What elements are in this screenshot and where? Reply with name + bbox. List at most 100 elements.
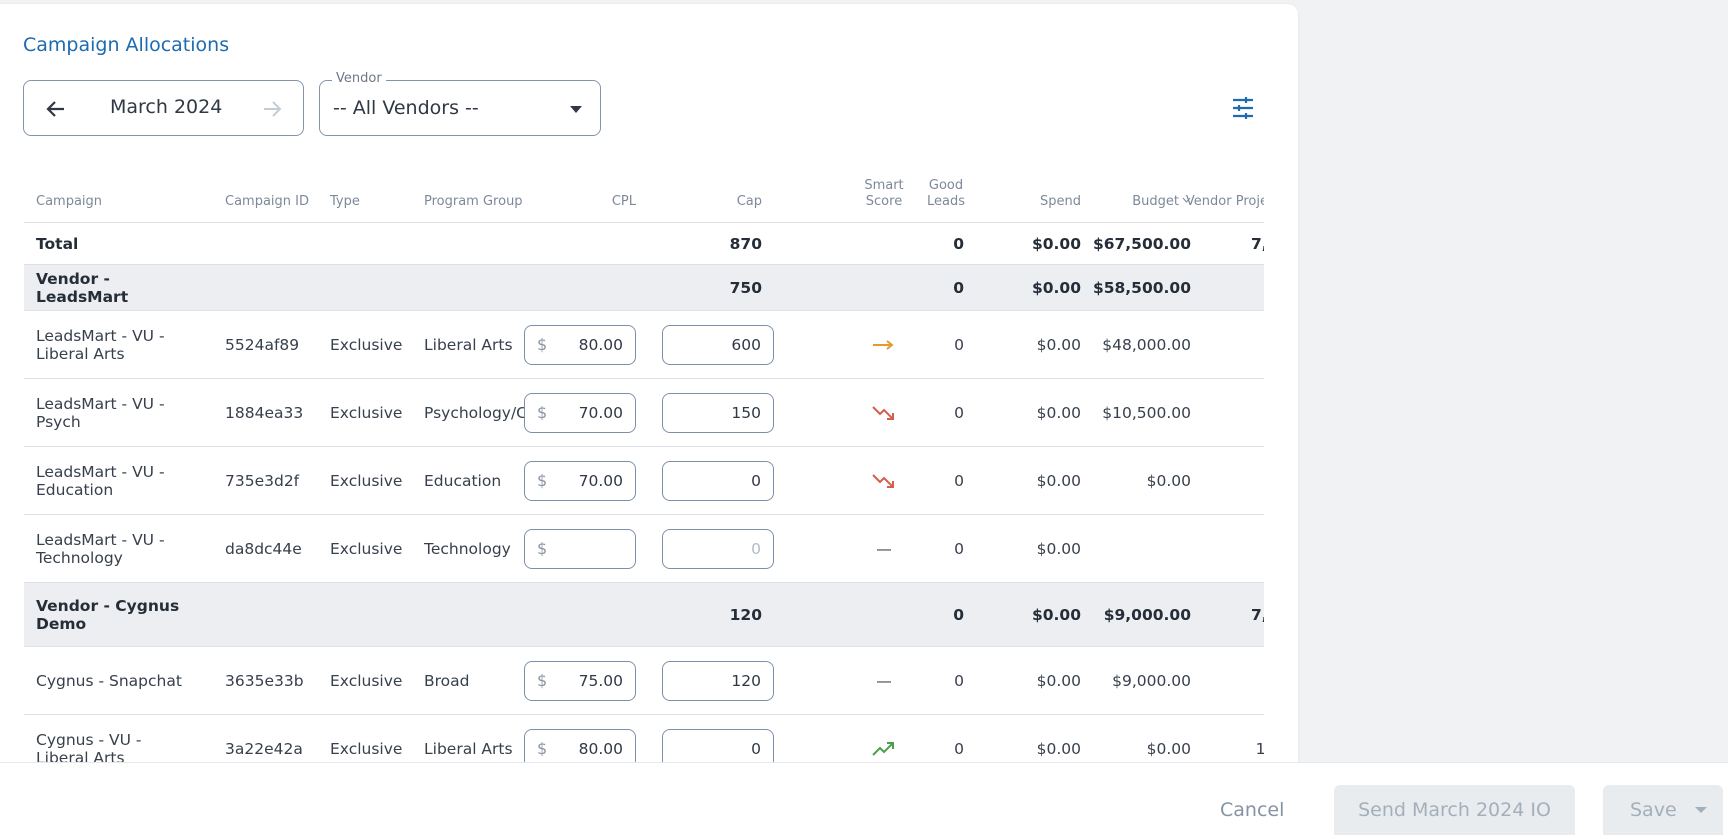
currency: $	[537, 739, 548, 758]
good-leads: 0	[954, 671, 964, 690]
campaign-id: da8dc44e	[225, 539, 302, 558]
cap-input[interactable]: 150	[662, 393, 774, 433]
campaign-type: Exclusive	[330, 739, 403, 758]
card	[0, 4, 1298, 834]
cpl-input[interactable]: $	[524, 529, 636, 569]
cpl-value: 75.00	[578, 672, 623, 690]
cap-input[interactable]: 0	[662, 729, 774, 762]
campaign-id: 1884ea33	[225, 403, 304, 422]
campaign-id: 5524af89	[225, 335, 300, 354]
column-header: Vendor Projection	[1185, 194, 1264, 209]
spend: $0.00	[1036, 539, 1081, 558]
cancel-button[interactable]: Cancel	[1220, 799, 1285, 821]
cell: $0.00	[1031, 234, 1081, 253]
campaign-type: Exclusive	[330, 403, 403, 422]
campaign-name: Cygnus - Snapchat	[36, 671, 182, 690]
filter-icon[interactable]	[1231, 96, 1255, 120]
month-picker: March 2024	[23, 80, 304, 136]
campaign-id: 3635e33b	[225, 671, 304, 690]
cell: 870	[729, 234, 762, 253]
cell: 0	[953, 234, 964, 253]
sort-caret	[1182, 192, 1191, 208]
column-header: Budget	[1132, 194, 1179, 209]
currency: $	[537, 671, 548, 690]
cell: 0	[953, 605, 964, 624]
campaign-name: LeadsMart - VU - Psych	[36, 394, 165, 431]
smart-score: —	[876, 671, 892, 690]
cell: 7,700	[1250, 234, 1264, 253]
currency: $	[537, 471, 548, 490]
smart-trend-icon	[854, 338, 914, 352]
campaign-name: Cygnus - VU - Liberal Arts	[36, 730, 142, 763]
currency: $	[537, 335, 548, 354]
budget: $10,500.00	[1102, 403, 1191, 422]
cpl-input[interactable]: $80.00	[524, 325, 636, 365]
spend: $0.00	[1036, 471, 1081, 490]
vendor-name: Vendor - LeadsMart	[36, 269, 129, 306]
dropdown-caret	[570, 106, 582, 113]
campaign-name: LeadsMart - VU - Liberal Arts	[36, 326, 165, 363]
cap-input[interactable]: 600	[662, 325, 774, 365]
cell: $9,000.00	[1103, 605, 1191, 624]
cpl-input[interactable]: $70.00	[524, 393, 636, 433]
program-group: Liberal Arts	[424, 335, 513, 354]
column-header: Smart Score	[864, 178, 904, 209]
save-caret	[1695, 807, 1707, 813]
cpl-input[interactable]: $75.00	[524, 661, 636, 701]
smart-trend-icon	[854, 404, 914, 422]
cell: 750	[729, 278, 762, 297]
cell: 120	[729, 605, 762, 624]
budget: $9,000.00	[1112, 671, 1191, 690]
section-title: Campaign Allocations	[23, 34, 230, 56]
budget: $0.00	[1146, 739, 1191, 758]
currency: $	[537, 539, 548, 558]
send-io-button[interactable]: Send March 2024 IO	[1334, 785, 1575, 835]
spend: $0.00	[1036, 671, 1081, 690]
campaign-id: 735e3d2f	[225, 471, 300, 490]
cpl-input[interactable]: $80.00	[524, 729, 636, 762]
header-row: Campaign Campaign ID Type Program Group CPL C…	[24, 176, 1264, 223]
column-header: CPL	[611, 194, 636, 209]
campaign-row: Cygnus - VU - Liberal Arts 3a22e42a Exclus…	[24, 715, 1264, 762]
campaign-row: Cygnus - Snapchat 3635e33b Exclusive Broad $…	[24, 647, 1264, 715]
cpl-value: 70.00	[578, 404, 623, 422]
projection: 1,200	[1255, 739, 1264, 758]
save-button[interactable]: Save	[1603, 785, 1723, 835]
campaign-type: Exclusive	[330, 471, 403, 490]
cpl-input[interactable]: $70.00	[524, 461, 636, 501]
cpl-value: 70.00	[578, 472, 623, 490]
smart-score: —	[876, 539, 892, 558]
cap-value: 150	[731, 404, 761, 422]
column-header: Good Leads	[926, 178, 965, 209]
campaign-type: Exclusive	[330, 671, 403, 690]
campaign-id: 3a22e42a	[225, 739, 303, 758]
good-leads: 0	[954, 335, 964, 354]
program-group: Broad	[424, 671, 470, 690]
cap-input[interactable]: 0	[662, 461, 774, 501]
campaign-row: LeadsMart - VU - Psych 1884ea33 Exclusive P…	[24, 379, 1264, 447]
good-leads: 0	[954, 403, 964, 422]
campaign-name: LeadsMart - VU - Technology	[36, 530, 165, 567]
program-group: Education	[424, 471, 502, 490]
column-header: Campaign	[36, 194, 103, 209]
spend: $0.00	[1036, 403, 1081, 422]
smart-trend-icon	[854, 740, 914, 758]
column-header: Type	[330, 194, 360, 209]
next-month[interactable]	[260, 97, 284, 121]
prev-month[interactable]	[44, 97, 68, 121]
vendor-select[interactable]: Vendor -- All Vendors --	[319, 71, 601, 136]
cap-value: 600	[731, 336, 761, 354]
budget: $0.00	[1146, 471, 1191, 490]
month-label: March 2024	[110, 96, 223, 118]
campaign-name: LeadsMart - VU - Education	[36, 462, 165, 499]
spend: $0.00	[1036, 739, 1081, 758]
cap-input[interactable]: 0	[662, 529, 774, 569]
vendor-value: -- All Vendors --	[333, 97, 479, 119]
vendor-name: Vendor - Cygnus Demo	[36, 596, 180, 633]
column-header: Cap	[736, 194, 762, 209]
cpl-value: 80.00	[578, 336, 623, 354]
cap-value: 120	[731, 672, 761, 690]
cell: 7,700	[1250, 605, 1264, 624]
cap-input[interactable]: 120	[662, 661, 774, 701]
